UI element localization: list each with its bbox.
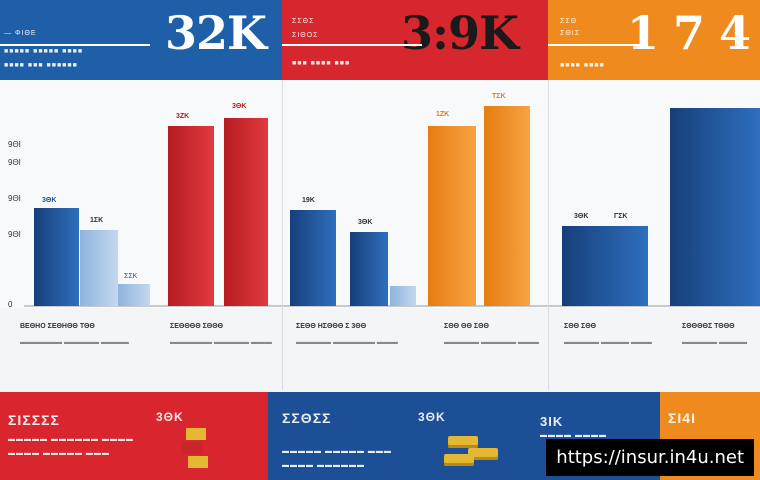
bar [168, 126, 214, 306]
top-panel-red: 3:9K ΣΣΘΣ ΣΙΘΟΣ ■■■ ■■■■ ■■■ [282, 0, 548, 80]
bottom-text: ▬▬▬▬ ▬▬▬▬ [540, 432, 607, 439]
caption-text: ▬▬▬▬▬ ▬▬▬▬ [682, 339, 747, 346]
bottom-title: ΣΣΘΣΣ [282, 410, 332, 426]
bar [484, 106, 530, 306]
bar [350, 232, 388, 306]
caption-heading: ΣΘΘ ΣΘΘ [564, 323, 597, 330]
y-tick: 9ΘΙ [8, 194, 21, 203]
caption-heading: ΣΕΘΘΘΘ ΣΘΘΘ [170, 323, 224, 330]
bar-label: 3ΘΚ [232, 103, 247, 110]
panel-rule [282, 44, 422, 46]
bottom-text: ▬▬▬▬▬ ▬▬▬▬▬ ▬▬▬ [282, 448, 392, 455]
y-tick: 9ΘΙ [8, 230, 21, 239]
caption-text: ▬▬▬▬▬ ▬▬▬▬ ▬▬▬ [564, 339, 652, 346]
bar [670, 108, 760, 306]
bar-label: 3ΖΚ [176, 113, 190, 120]
bottom-text: ▬▬▬▬ ▬▬▬▬▬▬ [282, 462, 365, 469]
gold-bar-icon [444, 454, 474, 466]
bar [80, 230, 118, 306]
bar [34, 208, 79, 306]
bottom-tag: 3ΘΚ [418, 410, 446, 424]
gold-bar-icon [468, 448, 498, 460]
divider [282, 80, 283, 390]
bar [562, 226, 648, 306]
panel-heading: — ΦΙΘΕ [4, 30, 37, 37]
bar-label: ΓΣΚ [614, 213, 628, 220]
caption-text: ▬▬▬▬▬▬ ▬▬▬▬▬ ▬▬▬ [170, 339, 272, 346]
watermark-url[interactable]: https://insur.in4u.net [546, 439, 754, 476]
top-panel-orange: 1 7 4 ΣΣΘ ΣΘΙΣ ■■■■ ■■■■ [548, 0, 760, 80]
bottom-panel-red: ΣΙΣΣΣΣ 3ΘΚ ▬▬▬▬▬ ▬▬▬▬▬▬ ▬▬▬▬ ▬▬▬▬ ▬▬▬▬▬ … [0, 392, 268, 480]
y-tick: 9ΘΙ [8, 158, 21, 167]
caption-heading: ΣΕΘΘ ΗΣΘΘΘ Σ 3ΘΘ [296, 323, 367, 330]
block-icon [182, 442, 202, 454]
caption-heading: ΒΕΘΗΟ ΣΕΘΗΘΘ ΤΘΘ [20, 323, 95, 330]
bar-label: 1ΖΚ [436, 111, 450, 118]
caption-text: ▬▬▬▬▬▬ ▬▬▬▬▬ ▬▬▬▬ [20, 339, 129, 346]
bottom-panel-blue: ΣΣΘΣΣ 3ΘΚ ▬▬▬▬▬ ▬▬▬▬▬ ▬▬▬ ▬▬▬▬ ▬▬▬▬▬▬ [268, 392, 530, 480]
bottom-text: ▬▬▬▬▬ ▬▬▬▬▬▬ ▬▬▬▬ [8, 436, 134, 443]
bar-label: 3ΘΚ [574, 213, 589, 220]
caption-text: ▬▬▬▬▬ ▬▬▬▬▬▬ ▬▬▬ [296, 339, 398, 346]
panel-rule [548, 44, 648, 46]
bar-label: 19Κ [302, 197, 315, 204]
caption-text: ▬▬▬▬▬ ▬▬▬▬▬ ▬▬▬ [444, 339, 539, 346]
bottom-title: ΣΙ4Ι [668, 410, 696, 426]
y-tick: 9ΘΙ [8, 140, 21, 149]
bar-chart [24, 106, 760, 307]
block-icon [188, 456, 208, 468]
panel-subtext-2: ■■■ ■■■■ ■■■ [292, 60, 351, 67]
bar [224, 118, 268, 306]
bar-label: ΤΣΚ [492, 93, 506, 100]
chart-area: 9ΘΙ 9ΘΙ 9ΘΙ 9ΘΙ 0 3ΘΚ 1ΣΚ ΣΣΚ 3ΖΚ 3ΘΚ 19… [0, 80, 760, 309]
panel-value: 32K [165, 6, 267, 60]
panel-rule [0, 44, 150, 46]
bar [390, 286, 416, 306]
bar [290, 210, 336, 306]
panel-value: 3:9K [401, 6, 519, 60]
bottom-title: 3ΙΚ [540, 414, 564, 429]
gold-bar-icon [448, 436, 478, 448]
bottom-tag: 3ΘΚ [156, 410, 184, 424]
caption-heading: ΣΘΘ ΘΘ ΣΘΘ [444, 323, 489, 330]
top-panel-blue: 32K — ΦΙΘΕ ■■■■■ ■■■■■ ■■■■ ■■■■ ■■■ ■■■… [0, 0, 282, 80]
divider [548, 80, 549, 390]
panel-heading: ΣΣΘΣ [292, 18, 315, 25]
y-tick: 0 [8, 300, 13, 309]
panel-subtext-2: ■■■■ ■■■ ■■■■■■ [4, 62, 78, 69]
bar-label: 3ΘΚ [358, 219, 373, 226]
panel-heading: ΣΣΘ [560, 18, 578, 25]
bar-label: 1ΣΚ [90, 217, 104, 224]
panel-subtext: ΣΘΙΣ [560, 30, 581, 37]
bar [428, 126, 476, 306]
bars [34, 106, 760, 306]
caption-heading: ΣΘΘΘΘΣ ΤΘΘΘ [682, 323, 735, 330]
panel-value: 1 7 4 [626, 6, 751, 60]
block-icon [186, 428, 206, 440]
bar-label: 3ΘΚ [42, 197, 57, 204]
bar [118, 284, 150, 306]
panel-subtext: ΣΙΘΟΣ [292, 32, 319, 39]
panel-subtext: ■■■■■ ■■■■■ ■■■■ [4, 48, 84, 55]
panel-subtext-2: ■■■■ ■■■■ [560, 62, 605, 69]
bar-label: ΣΣΚ [124, 273, 138, 280]
bottom-text: ▬▬▬▬ ▬▬▬▬▬ ▬▬▬ [8, 450, 110, 457]
bottom-title: ΣΙΣΣΣΣ [8, 412, 60, 428]
